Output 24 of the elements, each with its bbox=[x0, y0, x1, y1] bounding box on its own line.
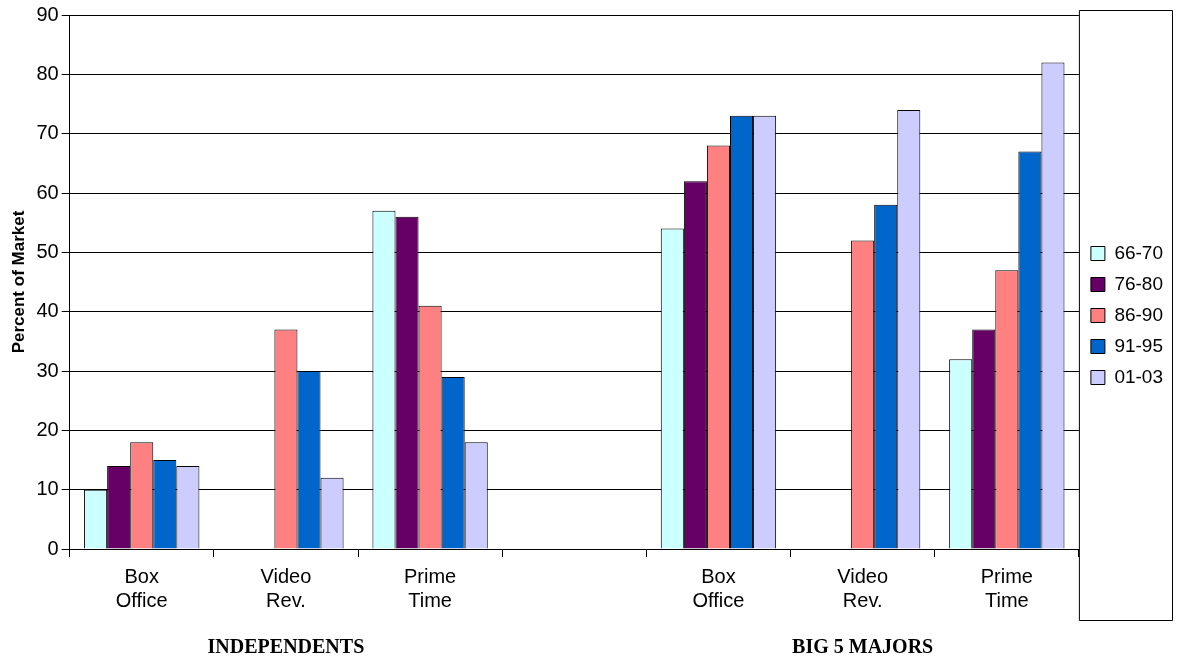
legend-label: 01-03 bbox=[1114, 365, 1164, 387]
x-tick-label: Video Rev. bbox=[260, 564, 312, 611]
legend-label: 66-70 bbox=[1114, 241, 1164, 263]
y-tick-label: 10 bbox=[36, 477, 59, 500]
x-tick-label: Prime Time bbox=[980, 564, 1033, 611]
text: INDEPENDENTS bbox=[207, 635, 365, 657]
text: BIG 5 MAJORS bbox=[792, 635, 934, 657]
y-axis-title: Percent of Market bbox=[8, 210, 28, 354]
y-tick-label: 30 bbox=[36, 358, 59, 381]
y-tick-label: 60 bbox=[36, 180, 59, 203]
legend-label: 91-95 bbox=[1114, 334, 1164, 356]
y-tick-label: 20 bbox=[36, 417, 59, 440]
x-tick-label: Video Rev. bbox=[837, 564, 889, 611]
y-tick-label: 50 bbox=[36, 239, 59, 262]
y-tick-label: 0 bbox=[47, 536, 59, 559]
legend-label: 86-90 bbox=[1114, 303, 1164, 325]
y-tick-label: 70 bbox=[36, 121, 59, 144]
y-tick-label: 90 bbox=[36, 2, 59, 25]
x-tick-label: Box Office bbox=[692, 564, 745, 611]
y-tick-label: 40 bbox=[36, 299, 59, 322]
x-tick-label: Box Office bbox=[115, 564, 168, 611]
y-tick-label: 80 bbox=[36, 61, 59, 84]
legend-label: 76-80 bbox=[1114, 272, 1164, 294]
x-tick-label: Prime Time bbox=[403, 564, 457, 611]
